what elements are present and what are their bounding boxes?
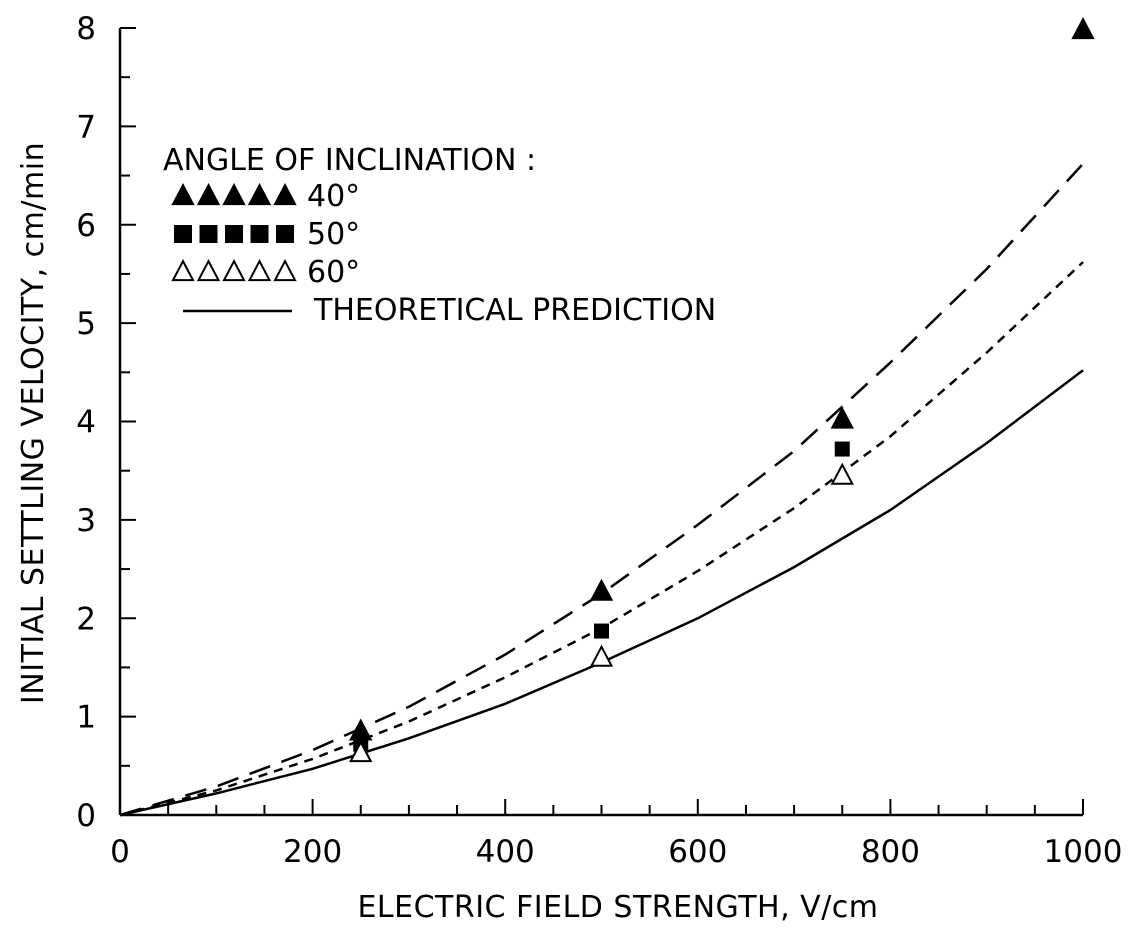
y-tick-label: 8 bbox=[76, 11, 96, 47]
y-tick-label: 2 bbox=[76, 601, 96, 637]
curves bbox=[119, 162, 1084, 817]
y-tick-label: 6 bbox=[76, 208, 96, 244]
legend-label-60: 60° bbox=[307, 255, 360, 290]
legend-marker bbox=[171, 259, 195, 282]
x-tick-label: 200 bbox=[283, 834, 342, 870]
y-tick-label: 5 bbox=[76, 306, 96, 342]
legend-label-40: 40° bbox=[307, 179, 360, 214]
point-filled-triangle bbox=[830, 406, 854, 429]
point-filled-triangle bbox=[1071, 17, 1095, 40]
legend-label-theory: THEORETICAL PREDICTION bbox=[313, 293, 716, 328]
legend-marker bbox=[276, 225, 294, 243]
point-filled-square bbox=[594, 623, 609, 639]
legend-markers bbox=[171, 183, 297, 282]
x-tick-label: 600 bbox=[668, 834, 727, 870]
curve-short-dash bbox=[119, 261, 1084, 817]
legend-marker bbox=[222, 183, 246, 206]
point-open-triangle bbox=[830, 462, 854, 485]
legend-marker bbox=[273, 183, 297, 206]
legend-marker bbox=[196, 183, 221, 206]
y-tick-label: 7 bbox=[76, 109, 96, 145]
data-points bbox=[349, 17, 1095, 763]
x-tick-label: 800 bbox=[861, 834, 920, 870]
point-filled-square bbox=[834, 441, 850, 457]
point-open-triangle bbox=[589, 644, 614, 667]
axes: 0 200 400 600 800 1000 0 1 2 3 4 5 6 7 8 bbox=[76, 11, 1122, 870]
x-tick-label: 400 bbox=[476, 834, 535, 870]
x-tick-label: 0 bbox=[110, 834, 130, 870]
point-filled-triangle bbox=[349, 718, 373, 741]
x-tick-label: 1000 bbox=[1044, 834, 1123, 870]
y-axis-title: INITIAL SETTLING VELOCITY, cm/min bbox=[16, 142, 51, 704]
x-axis-title: ELECTRIC FIELD STRENGTH, V/cm bbox=[357, 890, 878, 925]
legend-marker bbox=[225, 225, 243, 243]
legend-marker bbox=[250, 225, 269, 243]
legend-label-50: 50° bbox=[307, 217, 360, 252]
legend-title: ANGLE OF INCLINATION : bbox=[163, 143, 536, 178]
point-open-triangle bbox=[349, 740, 373, 763]
y-tick-label: 0 bbox=[76, 798, 96, 834]
point-filled-triangle bbox=[589, 578, 614, 601]
legend-marker bbox=[199, 225, 218, 243]
legend-marker bbox=[222, 259, 246, 282]
legend-marker bbox=[171, 183, 195, 206]
y-tick-label: 1 bbox=[76, 700, 96, 736]
y-tick-label: 4 bbox=[76, 405, 96, 441]
legend-marker bbox=[273, 259, 297, 282]
y-tick-label: 3 bbox=[76, 503, 96, 539]
legend-marker bbox=[174, 225, 192, 243]
legend-marker bbox=[247, 183, 272, 206]
legend-marker bbox=[196, 259, 221, 282]
curve-long-dash bbox=[119, 162, 1084, 817]
legend-marker bbox=[247, 259, 272, 282]
legend: ANGLE OF INCLINATION : 40° 50° 60° THEOR… bbox=[163, 143, 716, 328]
